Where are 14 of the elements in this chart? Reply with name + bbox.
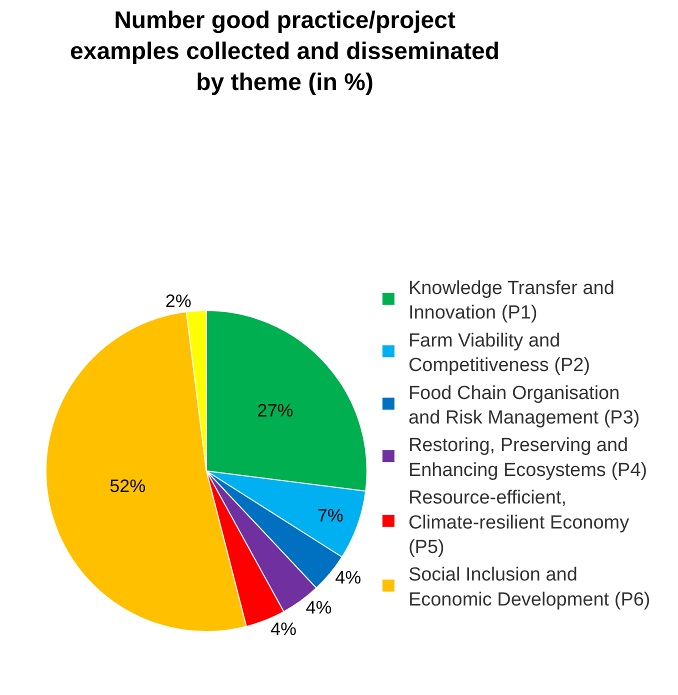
- data-label: 2%: [165, 290, 192, 311]
- legend-label: Knowledge Transfer and Innovation (P1): [408, 278, 614, 324]
- legend-label: Social Inclusion and Economic Development (P6): [408, 564, 650, 610]
- legend-label: Farm Viability and Competitiveness (P2): [408, 330, 590, 376]
- data-label: 4%: [270, 618, 297, 639]
- data-label: 7%: [317, 506, 344, 526]
- data-label: 4%: [335, 567, 362, 588]
- legend-label: Resource-efficient, Climate-resilient Economy (P5): [408, 488, 630, 558]
- legend-label: Food Chain Organisation and Risk Management (P3): [408, 382, 640, 428]
- data-label: 27%: [257, 400, 294, 420]
- legend-label: Restoring, Preserving and Enhancing Ecosystems (P4): [408, 435, 648, 481]
- chart-title: Number good practice/project examples collected and disseminated by theme (in %): [70, 6, 500, 96]
- data-label: 52%: [110, 476, 146, 496]
- data-label: 4%: [306, 597, 332, 618]
